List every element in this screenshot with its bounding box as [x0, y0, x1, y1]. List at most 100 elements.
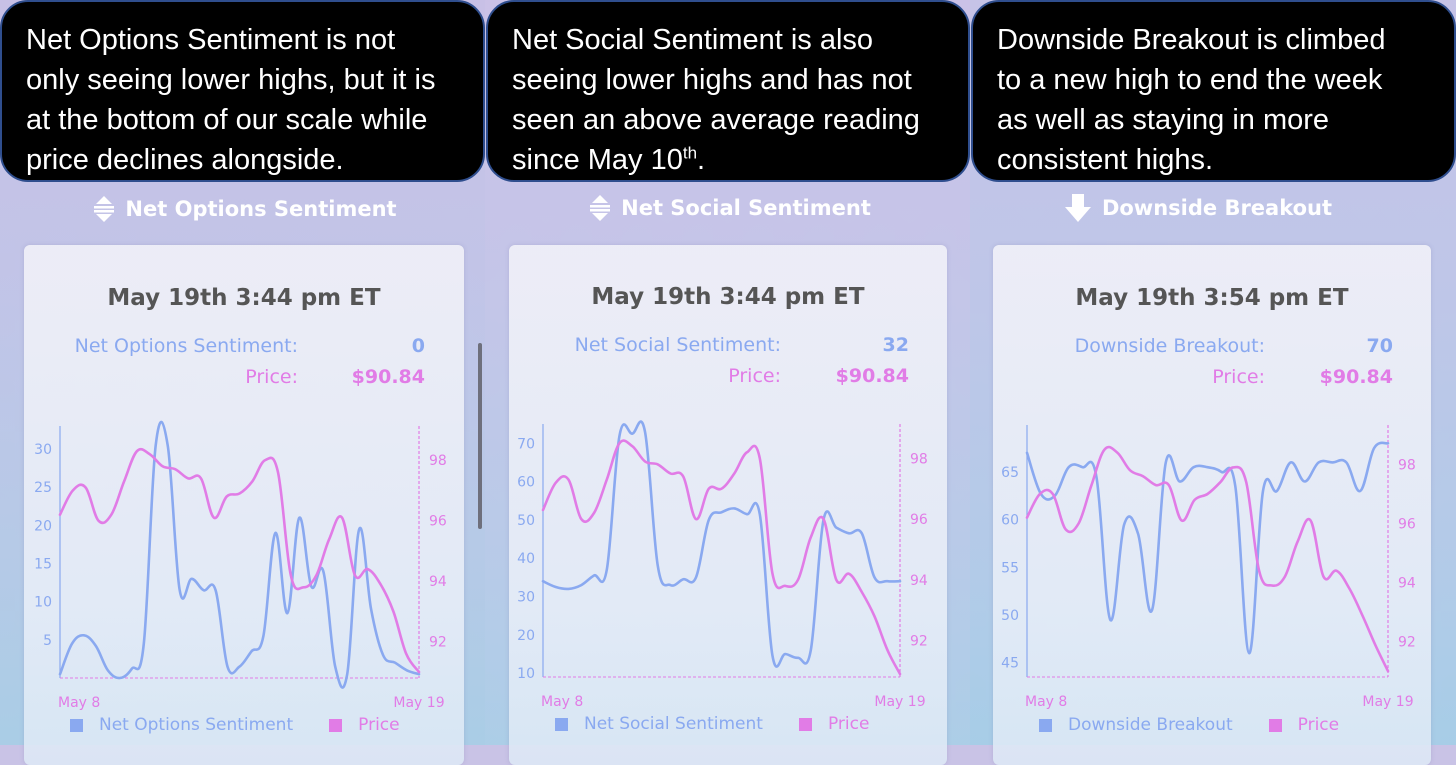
chart-card-options: May 19th 3:44 pm ET Net Options Sentimen…: [24, 245, 464, 765]
metric-label: Downside Breakout:: [1074, 335, 1265, 357]
header-title: Net Options Sentiment: [125, 197, 397, 221]
y-tick-label-right: 94: [910, 573, 928, 589]
x-tick-label: May 8: [1025, 694, 1067, 710]
x-tick-label: May 8: [58, 695, 100, 711]
line-chart: 45 50 55 60 65 92 94 96 98 May 8 May 19: [1001, 425, 1416, 710]
legend-label-metric: Downside Breakout: [1068, 715, 1233, 735]
callout-line: as well as staying in more: [997, 104, 1330, 136]
series-line-metric: [1025, 441, 1390, 655]
legend-label-price: Price: [1297, 715, 1340, 735]
price-value: $90.84: [1319, 366, 1393, 388]
series-line-price: [58, 447, 421, 674]
chart-card-downside: May 19th 3:54 pm ET Downside Breakout: 7…: [993, 245, 1431, 765]
y-tick-label-left: 25: [34, 480, 52, 496]
y-tick-label-right: 92: [1398, 635, 1416, 651]
callout-superscript: th: [682, 143, 698, 163]
callout-line: to a new high to end the week: [997, 64, 1383, 96]
y-tick-label-left: 50: [517, 513, 535, 529]
y-tick-label-right: 92: [910, 634, 928, 650]
y-tick-label-left: 30: [34, 442, 52, 458]
metric-value: 0: [411, 335, 425, 357]
y-tick-label-left: 65: [1001, 465, 1019, 481]
legend-label-price: Price: [358, 715, 400, 735]
callout-line: since May 10th.: [512, 140, 946, 180]
legend-swatch-price: [1268, 718, 1282, 732]
legend-label-price: Price: [827, 714, 870, 734]
callout-downside: Downside Breakout is climbed to a new hi…: [971, 0, 1456, 182]
callout-line: at the bottom of our scale while: [26, 104, 428, 136]
y-tick-label-left: 30: [517, 590, 535, 606]
metric-value: 32: [882, 334, 909, 356]
header-options: Net Options Sentiment: [0, 192, 490, 226]
series-line-price: [541, 439, 902, 676]
legend-label-metric: Net Social Sentiment: [584, 714, 763, 734]
y-tick-label-left: 70: [517, 436, 535, 452]
y-tick-label-left: 45: [1001, 656, 1019, 672]
y-tick-label-right: 94: [1398, 576, 1416, 592]
x-tick-label: May 19: [393, 695, 444, 711]
legend-swatch-metric: [555, 717, 568, 731]
header-title: Net Social Sentiment: [621, 196, 871, 220]
header-title: Downside Breakout: [1101, 196, 1333, 220]
legend-swatch-metric: [70, 718, 83, 732]
y-tick-label-left: 20: [34, 518, 52, 534]
price-value: $90.84: [835, 365, 909, 387]
callout-line: consistent highs.: [997, 144, 1214, 176]
y-tick-label-left: 40: [517, 551, 535, 567]
y-tick-label-left: 50: [1001, 608, 1019, 624]
y-tick-label-left: 60: [1001, 513, 1019, 529]
header-social: Net Social Sentiment: [485, 191, 975, 225]
legend: Net Options Sentiment Price: [70, 715, 400, 735]
legend: Downside Breakout Price: [1039, 715, 1339, 735]
price-value: $90.84: [351, 366, 425, 388]
legend-swatch-metric: [1039, 718, 1052, 732]
scrollbar[interactable]: [478, 343, 482, 529]
callout-line: Downside Breakout is climbed: [997, 24, 1386, 56]
y-tick-label-left: 10: [517, 666, 535, 682]
metric-label: Net Options Sentiment:: [74, 335, 298, 357]
up-down-arrows-icon: [94, 196, 115, 222]
down-arrow-icon: [1064, 194, 1091, 222]
y-tick-label-left: 15: [34, 557, 52, 573]
price-label: Price:: [728, 365, 781, 387]
callout-social: Net Social Sentiment is also seeing lowe…: [486, 0, 970, 182]
price-label: Price:: [1212, 366, 1265, 388]
series-line-metric: [58, 420, 421, 689]
y-tick-label-right: 98: [910, 451, 928, 467]
series-line-metric: [541, 420, 902, 668]
callout-tail: .: [697, 144, 706, 176]
callout-line: seen an above average reading: [512, 104, 920, 136]
callout-line: seeing lower highs and has not: [512, 64, 912, 96]
y-tick-label-left: 60: [517, 475, 535, 491]
callout-line: only seeing lower highs, but it is: [26, 64, 436, 96]
x-tick-label: May 19: [874, 694, 925, 710]
callout-line: Net Options Sentiment is not: [26, 24, 396, 56]
y-tick-label-right: 98: [1398, 457, 1416, 473]
timestamp: May 19th 3:44 pm ET: [591, 284, 865, 310]
legend-label-metric: Net Options Sentiment: [99, 715, 294, 735]
callout-text: since May 10: [512, 144, 683, 176]
callout-options: Net Options Sentiment is not only seeing…: [0, 0, 485, 182]
price-label: Price:: [245, 366, 298, 388]
timestamp: May 19th 3:54 pm ET: [1075, 285, 1349, 311]
y-tick-label-left: 10: [34, 595, 52, 611]
y-tick-label-right: 96: [910, 512, 928, 528]
up-down-arrows-icon: [590, 195, 611, 221]
y-tick-label-right: 96: [1398, 516, 1416, 532]
y-tick-label-right: 98: [429, 453, 447, 469]
legend-swatch-price: [798, 717, 812, 731]
y-tick-label-left: 55: [1001, 560, 1019, 576]
series-line-price: [1025, 445, 1390, 673]
y-tick-label-right: 92: [429, 635, 447, 651]
metric-value: 70: [1366, 335, 1393, 357]
x-tick-label: May 8: [541, 694, 583, 710]
callout-line: price declines alongside.: [26, 144, 344, 176]
y-tick-label-left: 20: [517, 628, 535, 644]
y-tick-label-right: 96: [429, 514, 447, 530]
line-chart: 10 20 30 40 50 60 70 92 94 96 98 May 8 May 19: [517, 420, 928, 710]
legend-swatch-price: [329, 718, 343, 732]
x-tick-label: May 19: [1362, 694, 1413, 710]
line-chart: 5 10 15 20 25 30 92 94 96 98 May 8 May 19: [34, 420, 447, 711]
timestamp: May 19th 3:44 pm ET: [107, 285, 381, 311]
legend: Net Social Sentiment Price: [555, 714, 869, 734]
